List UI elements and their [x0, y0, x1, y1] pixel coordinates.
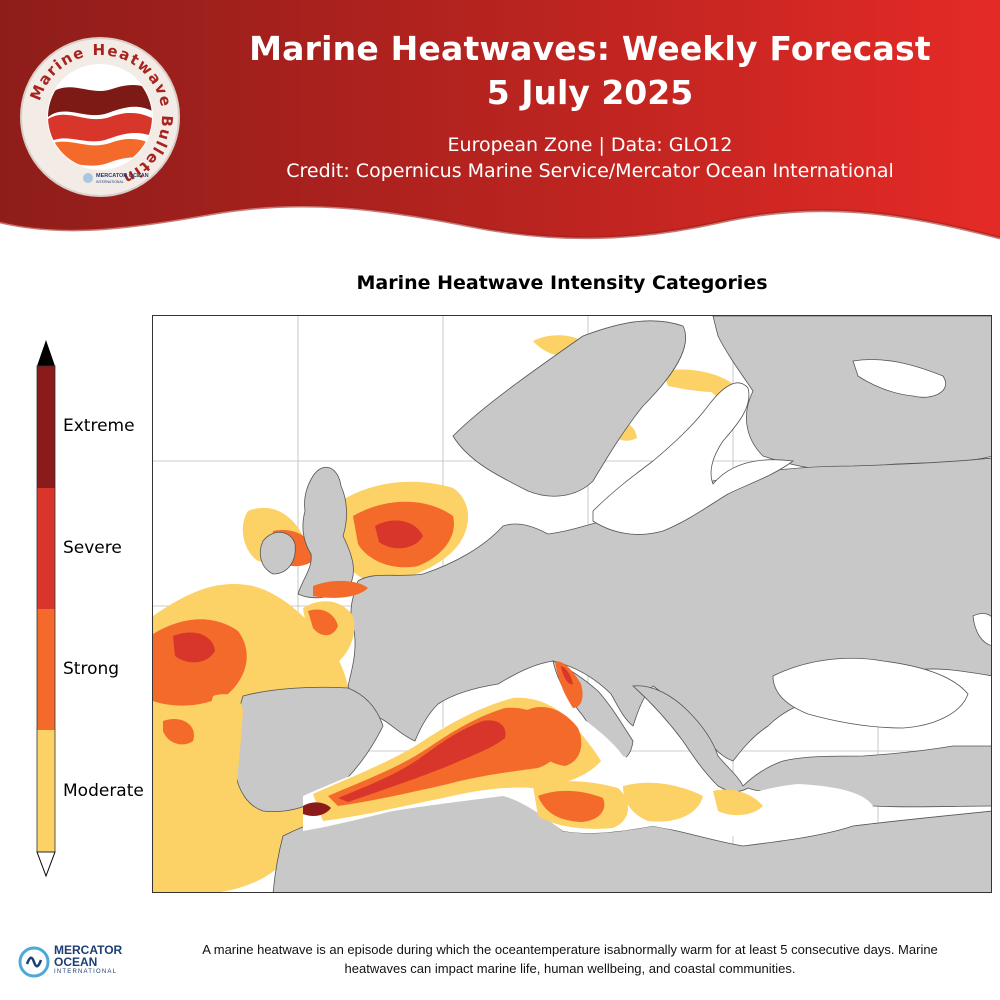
intensity-legend: Extreme Severe Strong Moderate	[36, 338, 166, 878]
atlantic-severe-zone	[173, 632, 215, 663]
wave-stripes-icon	[48, 84, 152, 167]
legend-colorbar	[36, 340, 56, 878]
zone-data-subtitle: European Zone | Data: GLO12	[447, 134, 733, 156]
legend-label-strong: Strong	[63, 659, 120, 679]
legend-extend-arrow-top	[37, 340, 55, 366]
gulf-bothnia-heatwave	[685, 374, 718, 390]
page-title: Marine Heatwaves: Weekly Forecast	[249, 29, 931, 68]
map-title: Marine Heatwave Intensity Categories	[356, 272, 768, 294]
heatwave-definition: A marine heatwave is an episode during w…	[202, 942, 938, 976]
mercator-ocean-logo: MERCATOR OCEAN INTERNATIONAL	[18, 940, 158, 984]
legend-swatch-severe	[37, 488, 55, 609]
credit-subtitle: Credit: Copernicus Marine Service/Mercat…	[286, 160, 894, 182]
biscay-heatwave	[303, 580, 368, 666]
forecast-date: 5 July 2025	[486, 73, 694, 112]
heatwave-map	[152, 315, 992, 893]
banner-background	[0, 0, 1000, 240]
mediterranean-sea	[303, 661, 873, 837]
mercator-mark-icon	[18, 946, 50, 978]
legend-extend-arrow-bottom	[36, 851, 56, 878]
legend-label-moderate: Moderate	[63, 781, 144, 801]
iberia-coastal-heatwave	[206, 694, 243, 807]
legend-swatch-extreme	[37, 366, 55, 488]
footer-logo-name: MERCATOR OCEAN	[54, 943, 123, 969]
legend-label-severe: Severe	[63, 538, 122, 558]
legend-swatch-strong	[37, 609, 55, 730]
legend-swatch-moderate	[37, 730, 55, 852]
bulletin-badge-logo: Marine Heatwave Bulletin MERCATOR OCEAN …	[20, 37, 180, 197]
footer-logo-subtitle: INTERNATIONAL	[54, 969, 118, 975]
header-banner: Marine Heatwaves: Weekly Forecast 5 July…	[0, 0, 1000, 250]
header-text: Marine Heatwaves: Weekly Forecast 5 July…	[180, 28, 1000, 184]
legend-label-extreme: Extreme	[63, 416, 135, 436]
inland-seas	[592, 359, 991, 729]
badge-logo-subtext: INTERNATIONAL	[96, 180, 124, 184]
badge-logo-text: MERCATOR OCEAN	[96, 173, 149, 179]
